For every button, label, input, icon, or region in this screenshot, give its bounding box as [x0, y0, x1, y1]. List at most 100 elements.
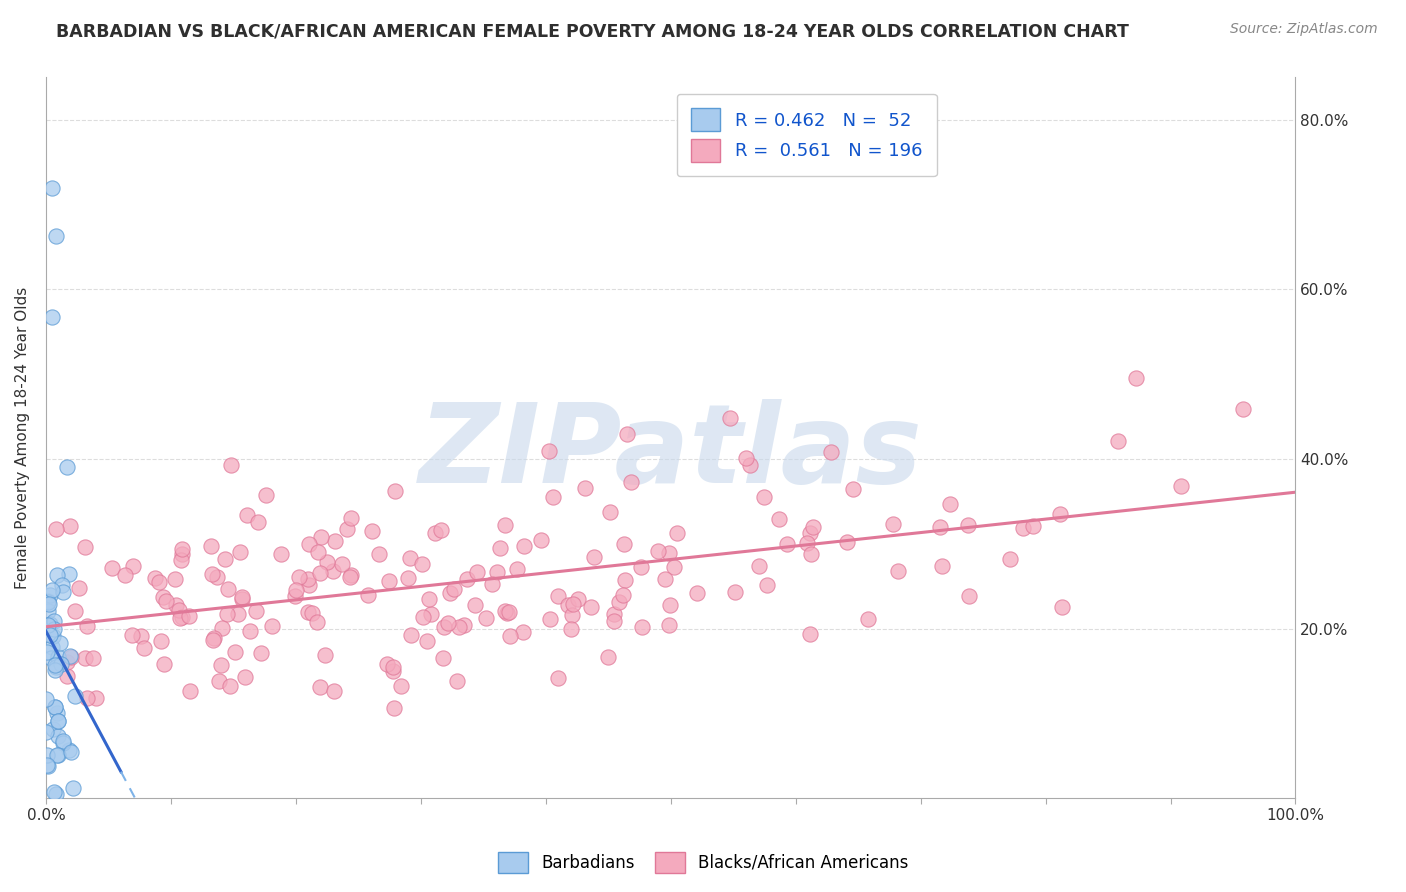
Text: BARBADIAN VS BLACK/AFRICAN AMERICAN FEMALE POVERTY AMONG 18-24 YEAR OLDS CORRELA: BARBADIAN VS BLACK/AFRICAN AMERICAN FEMA…: [56, 22, 1129, 40]
Point: [51, 577, 73, 591]
Point: [322, 564, 344, 578]
Point: [298, 537, 321, 551]
Point: [228, 607, 250, 622]
Point: [297, 605, 319, 619]
Point: [957, 590, 980, 604]
Point: [170, 609, 193, 624]
Point: [613, 536, 636, 550]
Point: [754, 490, 776, 504]
Text: Source: ZipAtlas.com: Source: ZipAtlas.com: [1230, 22, 1378, 37]
Point: [284, 590, 307, 604]
Point: [330, 557, 353, 571]
Point: [748, 559, 770, 574]
Point: [496, 606, 519, 620]
Point: [155, 593, 177, 607]
Point: [931, 558, 953, 573]
Point: [340, 510, 363, 524]
Point: [49, 636, 72, 650]
Point: [114, 567, 136, 582]
Point: [37, 595, 59, 609]
Point: [603, 615, 626, 629]
Point: [411, 558, 433, 572]
Point: [666, 526, 689, 541]
Point: [217, 582, 239, 596]
Point: [1170, 479, 1192, 493]
Point: [613, 573, 636, 587]
Point: [882, 516, 904, 531]
Point: [69, 581, 91, 595]
Point: [46, 714, 69, 729]
Point: [375, 657, 398, 672]
Point: [75, 540, 97, 554]
Point: [46, 567, 69, 582]
Point: [443, 582, 465, 596]
Point: [46, 714, 69, 729]
Point: [547, 671, 569, 685]
Point: [599, 505, 621, 519]
Point: [686, 586, 709, 600]
Point: [52, 736, 75, 750]
Point: [513, 539, 536, 553]
Point: [541, 490, 564, 504]
Point: [45, 788, 67, 802]
Point: [38, 616, 60, 631]
Point: [38, 589, 60, 603]
Point: [35, 692, 58, 706]
Point: [799, 627, 821, 641]
Point: [44, 615, 66, 629]
Point: [37, 645, 59, 659]
Point: [58, 566, 80, 581]
Point: [425, 526, 447, 541]
Point: [562, 597, 585, 611]
Point: [37, 748, 59, 763]
Point: [620, 475, 643, 489]
Point: [530, 533, 553, 547]
Point: [928, 520, 950, 534]
Point: [245, 604, 267, 618]
Point: [270, 547, 292, 561]
Point: [41, 181, 63, 195]
Point: [44, 700, 66, 714]
Point: [41, 310, 63, 324]
Point: [56, 460, 79, 475]
Point: [382, 659, 405, 673]
Point: [260, 618, 283, 632]
Point: [52, 584, 75, 599]
Point: [60, 744, 83, 758]
Point: [37, 594, 59, 608]
Point: [76, 691, 98, 706]
Point: [153, 657, 176, 671]
Point: [39, 627, 62, 641]
Point: [239, 624, 262, 638]
Point: [170, 553, 193, 567]
Point: [75, 651, 97, 665]
Point: [211, 621, 233, 635]
Point: [231, 590, 253, 604]
Point: [474, 611, 496, 625]
Point: [339, 569, 361, 583]
Point: [179, 684, 201, 698]
Point: [567, 591, 589, 606]
Point: [956, 518, 979, 533]
Point: [134, 640, 156, 655]
Point: [537, 443, 560, 458]
Point: [724, 585, 747, 599]
Point: [1049, 508, 1071, 522]
Point: [439, 585, 461, 599]
Point: [856, 612, 879, 626]
Point: [647, 544, 669, 558]
Legend: Barbadians, Blacks/African Americans: Barbadians, Blacks/African Americans: [491, 846, 915, 880]
Point: [616, 427, 638, 442]
Point: [436, 615, 458, 630]
Point: [202, 632, 225, 647]
Point: [44, 658, 66, 673]
Point: [538, 612, 561, 626]
Point: [41, 722, 63, 736]
Point: [1011, 520, 1033, 534]
Point: [165, 598, 187, 612]
Point: [44, 663, 66, 677]
Point: [654, 572, 676, 586]
Point: [41, 582, 63, 597]
Point: [298, 578, 321, 592]
Point: [820, 445, 842, 459]
